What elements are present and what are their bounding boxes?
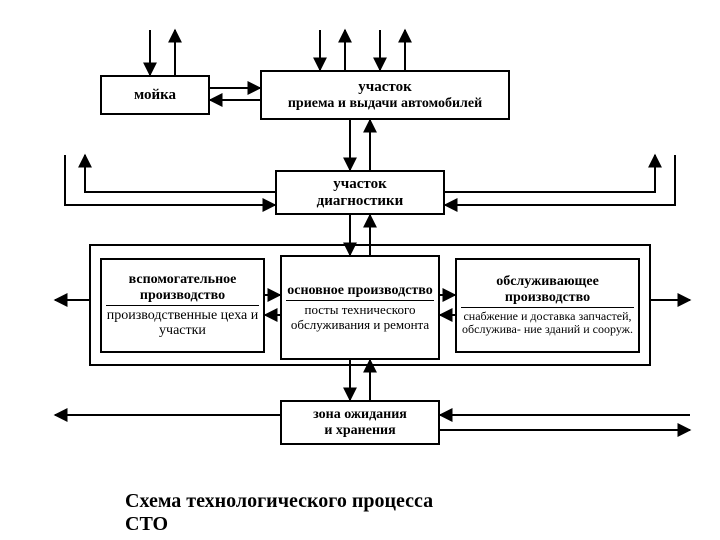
node-service-sub: снабжение и доставка запчастей, обслужив… — [461, 307, 634, 336]
node-main-title: основное производство — [287, 283, 433, 298]
diagram-caption: Схема технологического процесса СТО — [125, 490, 433, 536]
node-aux-sub: производственные цеха и участки — [106, 305, 259, 339]
node-diagnostics-sub: диагностики — [317, 193, 404, 210]
node-reception-sub: приема и выдачи автомобилей — [288, 96, 482, 111]
node-reception: участок приема и выдачи автомобилей — [260, 70, 510, 120]
node-service-production: обслуживающее производство снабжение и д… — [455, 258, 640, 353]
node-reception-title: участок — [358, 79, 411, 96]
caption-line1: Схема технологического процесса — [125, 490, 433, 513]
node-diagnostics-title: участок — [333, 176, 386, 193]
node-aux-title: вспомогательное производство — [106, 272, 259, 303]
edge-diag-left-out — [85, 155, 275, 192]
node-waiting-sub: и хранения — [324, 423, 395, 438]
node-main-sub: посты технического обслуживания и ремонт… — [286, 300, 434, 332]
node-service-title: обслуживающее производство — [461, 274, 634, 305]
edge-diag-right-out — [445, 155, 655, 192]
diagram-stage: мойка участок приема и выдачи автомобиле… — [0, 0, 720, 540]
caption-line2: СТО — [125, 513, 433, 536]
node-aux-production: вспомогательное производство производств… — [100, 258, 265, 353]
node-wash-title: мойка — [134, 87, 176, 104]
node-diagnostics: участок диагностики — [275, 170, 445, 215]
node-waiting-zone: зона ожидания и хранения — [280, 400, 440, 445]
edge-left-in-diag — [65, 155, 275, 205]
edge-right-in-diag — [445, 155, 675, 205]
node-main-production: основное производство посты технического… — [280, 255, 440, 360]
node-wash: мойка — [100, 75, 210, 115]
node-waiting-title: зона ожидания — [313, 407, 407, 422]
